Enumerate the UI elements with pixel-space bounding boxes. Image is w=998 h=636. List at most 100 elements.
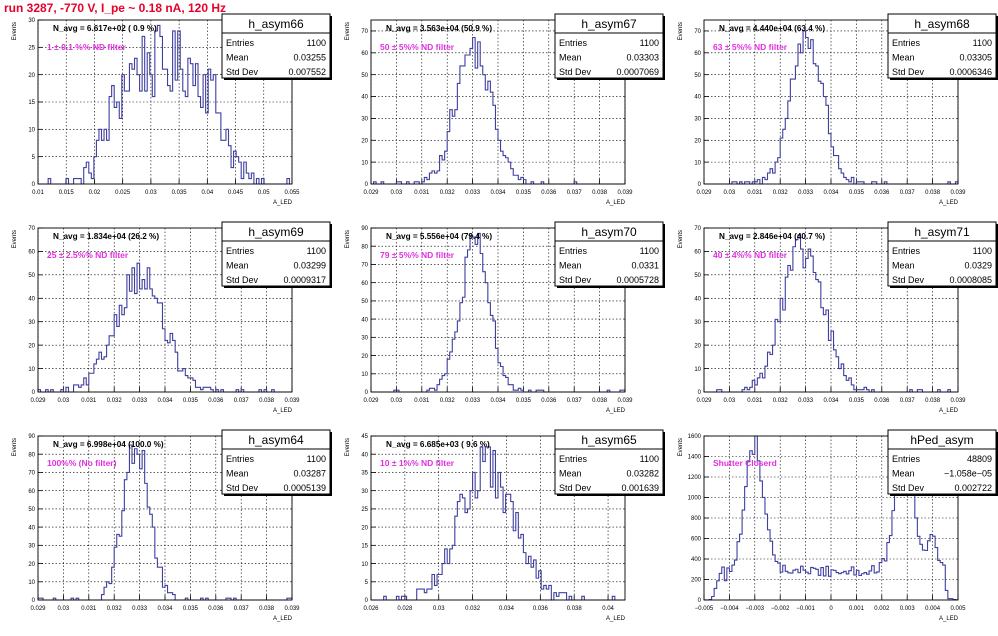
histogram-chart: −0.005 −0.004 −0.003 −0.002 −0.001 0 0.001 0.00… — [678, 429, 998, 622]
y-tick-label: 1400 — [688, 455, 702, 461]
x-tick-label: 0.036 — [208, 398, 224, 404]
stats-label-mean: Mean — [559, 261, 582, 271]
y-axis-label: Events — [12, 438, 18, 456]
stats-box — [887, 429, 997, 495]
x-tick-label: 0.032 — [465, 606, 481, 612]
y-tick-label: 15 — [361, 544, 368, 550]
y-tick-label: 70 — [361, 263, 368, 269]
x-tick-label: 0.032 — [107, 398, 123, 404]
x-tick-label: 0.033 — [465, 190, 481, 196]
stats-value-stddev: 0.0008085 — [949, 275, 992, 285]
x-tick-label: 0.03 — [391, 398, 403, 404]
stats-box-name: h_asym65 — [581, 433, 637, 447]
x-tick-label: 0.032 — [440, 398, 456, 404]
stats-label-entries: Entries — [892, 246, 921, 256]
x-tick-label: 0.04 — [201, 190, 213, 196]
x-tick-label: 0.039 — [284, 398, 300, 404]
x-tick-label: 0.025 — [115, 190, 131, 196]
y-tick-label: 70 — [28, 226, 35, 232]
y-tick-label: 1200 — [688, 475, 702, 481]
histogram-chart: 0.029 0.03 0.031 0.032 0.033 0.034 0.035 0.036 0… — [345, 13, 665, 206]
y-tick-label: 0 — [32, 598, 36, 604]
histogram-pad-hped-asym: −0.005 −0.004 −0.003 −0.002 −0.001 0 0.001 0.00… — [666, 428, 998, 636]
stats-label-entries: Entries — [559, 454, 588, 464]
x-tick-label: 0.034 — [157, 398, 173, 404]
stats-value-mean: 0.03305 — [959, 53, 992, 63]
stats-value-stddev: 0.0009317 — [283, 275, 326, 285]
x-tick-label: 0.036 — [208, 606, 224, 612]
plot-frame — [703, 435, 959, 601]
y-tick-label: 800 — [691, 516, 702, 522]
y-tick-label: 70 — [694, 29, 701, 35]
x-tick-label: −0.001 — [796, 606, 815, 612]
histogram-title: N_avg = 5.556e+04 (79.4 %) — [386, 232, 492, 241]
histogram-pad-h-asym65: 0.026 0.028 0.03 0.032 0.034 0.036 0.038 0.04 0 5… — [333, 428, 665, 636]
plot-frame — [37, 19, 293, 185]
y-tick-label: 10 — [361, 562, 368, 568]
x-tick-label: 0.031 — [81, 606, 97, 612]
x-tick-label: 0.028 — [397, 606, 413, 612]
x-tick-label: 0.037 — [567, 190, 583, 196]
x-tick-label: 0.033 — [798, 190, 814, 196]
y-tick-label: 0 — [365, 390, 369, 396]
x-tick-label: 0.05 — [258, 190, 270, 196]
y-tick-label: 30 — [28, 18, 35, 24]
x-tick-label: 0.036 — [533, 606, 549, 612]
x-tick-label: 0.039 — [950, 190, 966, 196]
stats-box-name: h_asym69 — [248, 225, 304, 239]
x-tick-label: 0.033 — [798, 398, 814, 404]
y-tick-label: 50 — [694, 273, 701, 279]
x-tick-label: 0.039 — [617, 398, 633, 404]
plot-frame — [370, 435, 626, 601]
x-tick-label: 0.035 — [516, 190, 532, 196]
stats-value-mean: 0.03299 — [293, 261, 326, 271]
y-tick-label: 60 — [694, 51, 701, 57]
y-tick-label: 10 — [28, 128, 35, 134]
y-tick-label: 40 — [28, 525, 35, 531]
plot-frame — [703, 227, 959, 393]
x-tick-label: 0.031 — [747, 398, 763, 404]
y-axis-label: Events — [678, 438, 684, 456]
x-tick-label: 0.03 — [724, 190, 736, 196]
histogram-chart: 0.01 0.015 0.02 0.025 0.03 0.035 0.04 0.045 0.05… — [12, 13, 332, 206]
stats-label-stddev: Std Dev — [559, 67, 592, 77]
x-axis-label: A_LED — [273, 616, 293, 622]
stats-label-entries: Entries — [892, 38, 921, 48]
stats-label-mean: Mean — [559, 469, 582, 479]
histogram-series — [371, 446, 625, 601]
x-tick-label: 0.005 — [950, 606, 966, 612]
y-tick-label: 20 — [694, 343, 701, 349]
x-tick-label: 0.032 — [107, 606, 123, 612]
stats-box — [887, 221, 997, 287]
x-tick-label: −0.005 — [695, 606, 714, 612]
y-tick-label: 10 — [28, 367, 35, 373]
y-axis-label: Events — [12, 230, 18, 248]
plot-frame — [370, 19, 626, 185]
filter-annotation: 10 ± 1%% ND filter — [380, 458, 455, 468]
x-tick-label: 0.035 — [849, 190, 865, 196]
x-tick-label: 0.034 — [490, 190, 506, 196]
stats-label-entries: Entries — [559, 38, 588, 48]
stats-label-stddev: Std Dev — [892, 67, 925, 77]
stats-label-entries: Entries — [226, 246, 255, 256]
histogram-pad-h-asym64: 0.029 0.03 0.031 0.032 0.033 0.034 0.035 0.036 0… — [0, 428, 332, 636]
stats-box-name: h_asym71 — [914, 225, 970, 239]
stats-label-stddev: Std Dev — [559, 275, 592, 285]
stats-box-name: h_asym70 — [581, 225, 637, 239]
histogram-pad-h-asym66: 0.01 0.015 0.02 0.025 0.03 0.035 0.04 0.045 0.05… — [0, 12, 332, 220]
x-axis-label: A_LED — [273, 200, 293, 206]
y-tick-label: 30 — [361, 117, 368, 123]
x-tick-label: 0.034 — [490, 398, 506, 404]
x-tick-label: 0.035 — [849, 398, 865, 404]
stats-value-mean: −1.058e−05 — [944, 469, 992, 479]
x-tick-label: 0.035 — [172, 190, 188, 196]
x-tick-label: 0.035 — [516, 398, 532, 404]
y-tick-label: 80 — [28, 452, 35, 458]
stats-value-mean: 0.0331 — [631, 261, 659, 271]
x-tick-label: 0.037 — [234, 606, 250, 612]
y-tick-label: 40 — [361, 452, 368, 458]
stats-value-entries: 1100 — [973, 38, 992, 48]
x-tick-label: 0.038 — [259, 606, 275, 612]
filter-annotation: 25 ± 2.5%% ND filter — [47, 250, 129, 260]
stats-value-entries: 1100 — [640, 454, 659, 464]
